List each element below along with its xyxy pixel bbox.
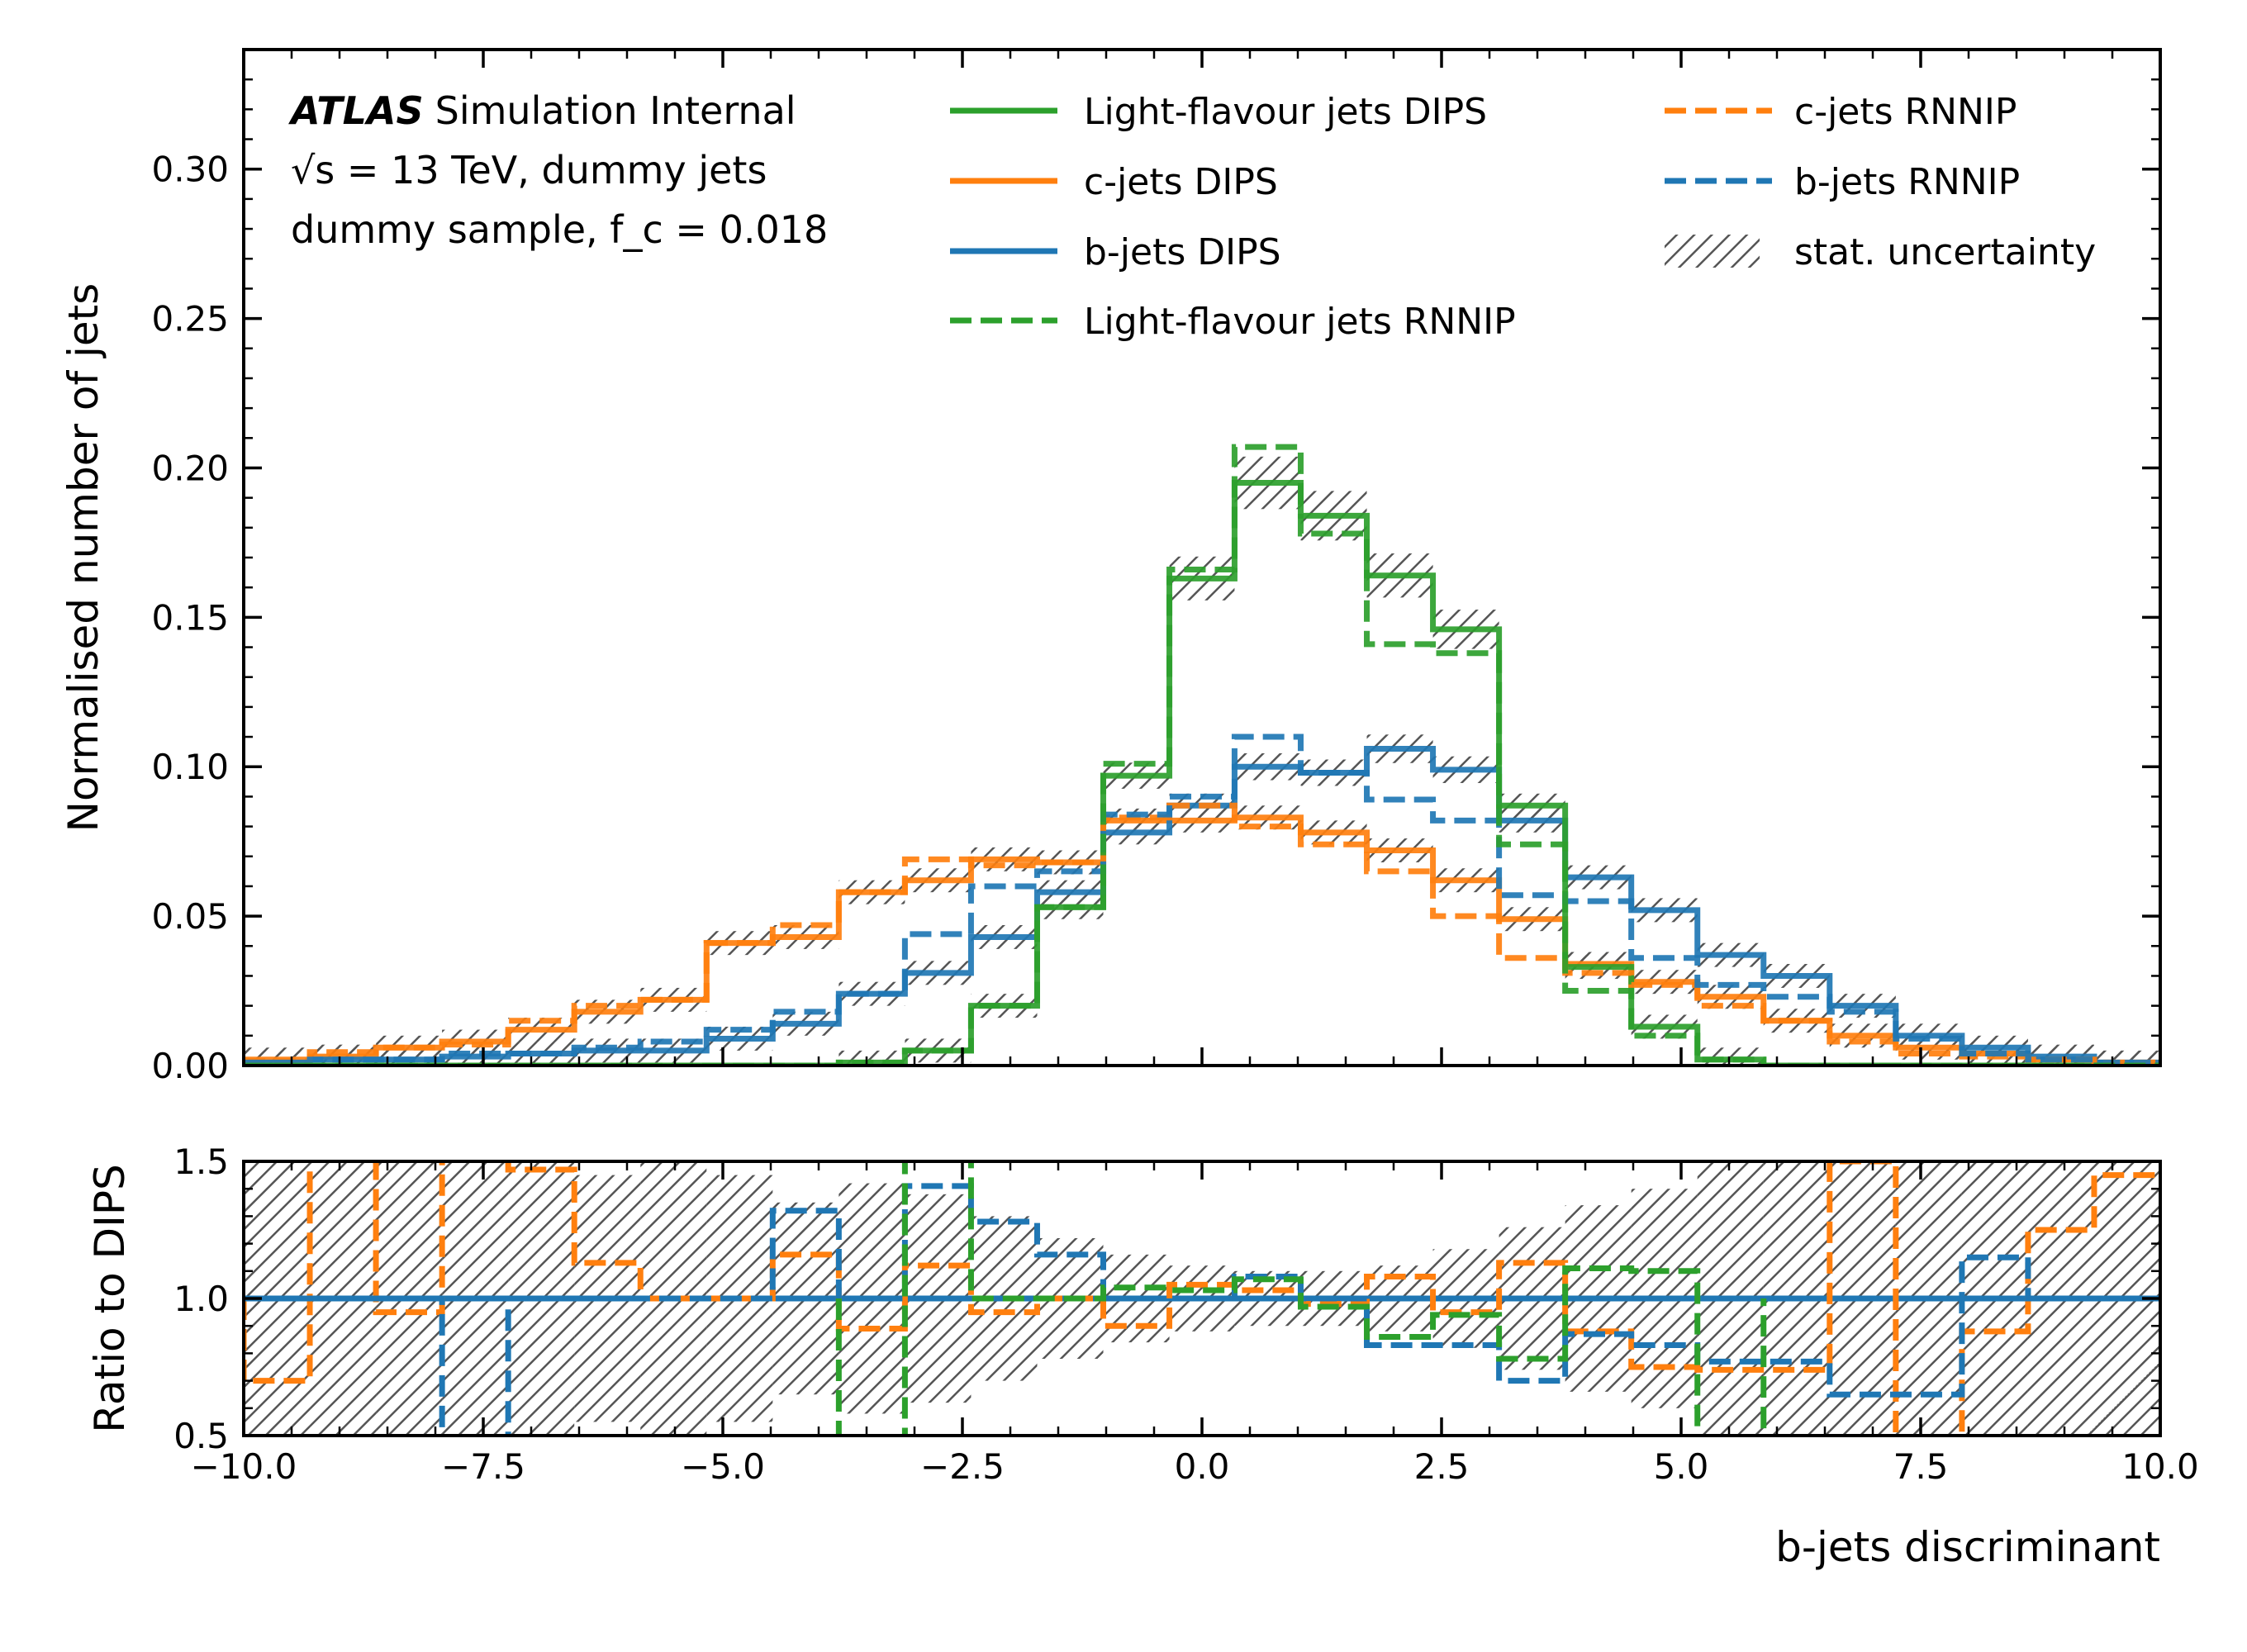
main-y-tick-label-4: 0.20 — [151, 448, 229, 488]
legend-label-light-dips: Light-flavour jets DIPS — [1084, 91, 1487, 133]
main-y-tick-label-0: 0.00 — [151, 1046, 229, 1086]
series-b-jets-rnnip-line — [244, 733, 2160, 1066]
legend-label-c-dips: c-jets DIPS — [1084, 161, 1278, 203]
x-tick-label-8: 10.0 — [2121, 1446, 2199, 1487]
ratio-series-light-flavour-jets-rnnip — [835, 1161, 1767, 1436]
legend-swatch-stat-uncertainty — [1665, 235, 1760, 268]
series-c-jets-rnnip-line — [244, 802, 2160, 1066]
main-y-tick-label-1: 0.05 — [151, 896, 229, 937]
x-tick-label-5: 2.5 — [1414, 1446, 1470, 1487]
x-tick-label-4: 0.0 — [1175, 1446, 1230, 1487]
x-tick-label-1: −7.5 — [441, 1446, 525, 1487]
legend-label-b-dips: b-jets DIPS — [1084, 231, 1281, 273]
atlas-label-atlas: ATLAS — [288, 88, 424, 133]
legend-entry-light-dips: Light-flavour jets DIPS — [950, 91, 1487, 133]
ratio-ticks: 0.5 1.0 1.5 −10.0 −7.5 −5.0 −2.5 0.0 2.5 5.0 7.5 10… — [173, 1142, 2199, 1487]
series-light-flavour-jets-rnnip — [244, 444, 2160, 1066]
legend-entry-stat-uncertainty: stat. uncertainty — [1665, 231, 2096, 273]
main-ticks: 0.00 0.05 0.10 0.15 0.20 0.25 0.30 — [151, 50, 2162, 1086]
uncertainty-band-light-flavour-jets-dips-bin-22 — [1697, 1047, 1764, 1066]
ratio-y-tick-label-0: 0.5 — [173, 1416, 229, 1456]
ratio-panel: 0.5 1.0 1.5 −10.0 −7.5 −5.0 −2.5 0.0 2.5 5.0 7.5 10… — [86, 1142, 2199, 1571]
x-tick-label-7: 7.5 — [1893, 1446, 1949, 1487]
legend-entry-c-rnnip: c-jets RNNIP — [1665, 91, 2017, 133]
x-tick-label-3: −2.5 — [920, 1446, 1005, 1487]
legend-entry-c-dips: c-jets DIPS — [950, 161, 1278, 203]
legend-entry-b-dips: b-jets DIPS — [950, 231, 1281, 273]
legend-entry-light-rnnip: Light-flavour jets RNNIP — [950, 301, 1516, 343]
main-y-tick-label-2: 0.10 — [151, 747, 229, 787]
ratio-series-light-flavour-jets-rnnip-line — [835, 1161, 1767, 1436]
legend-entry-b-rnnip: b-jets RNNIP — [1665, 161, 2020, 203]
main-series — [244, 444, 2160, 1066]
x-axis-title: b-jets discriminant — [1775, 1523, 2160, 1571]
ratio-axes-frame — [242, 1160, 2162, 1437]
legend-label-light-rnnip: Light-flavour jets RNNIP — [1084, 301, 1516, 343]
ratio-y-tick-label-1: 1.0 — [173, 1279, 229, 1319]
x-tick-label-0: −10.0 — [191, 1446, 297, 1487]
main-y-axis-title: Normalised number of jets — [59, 283, 107, 833]
legend-label-c-rnnip: c-jets RNNIP — [1794, 91, 2017, 133]
ratio-y-axis-title: Ratio to DIPS — [86, 1164, 134, 1433]
main-uncertainty-bands — [244, 456, 2160, 1066]
atlas-label-sample: dummy sample, f_c = 0.018 — [291, 207, 828, 252]
series-light-flavour-jets-rnnip-line — [244, 444, 2160, 1066]
legend-label-b-rnnip: b-jets RNNIP — [1794, 161, 2020, 203]
x-tick-label-2: −5.0 — [681, 1446, 765, 1487]
ratio-y-tick-label-2: 1.5 — [173, 1142, 229, 1182]
main-y-tick-label-6: 0.30 — [151, 150, 229, 190]
series-c-jets-rnnip — [244, 802, 2160, 1066]
main-y-tick-label-5: 0.25 — [151, 299, 229, 339]
main-y-tick-label-3: 0.15 — [151, 597, 229, 638]
main-panel: 0.00 0.05 0.10 0.15 0.20 0.25 0.30 Normalised … — [59, 48, 2162, 1086]
main-axes-frame — [242, 48, 2162, 1067]
legend: Light-flavour jets DIPS c-jets DIPS b-je… — [950, 91, 2096, 343]
legend-label-stat-uncertainty: stat. uncertainty — [1794, 231, 2096, 273]
atlas-label-rest: Simulation Internal — [435, 88, 796, 133]
atlas-label-energy: √s = 13 TeV, dummy jets — [291, 148, 767, 192]
x-tick-label-6: 5.0 — [1654, 1446, 1709, 1487]
series-b-jets-rnnip — [244, 733, 2160, 1066]
atlas-label: ATLAS Simulation Internal √s = 13 TeV, du… — [288, 88, 828, 252]
